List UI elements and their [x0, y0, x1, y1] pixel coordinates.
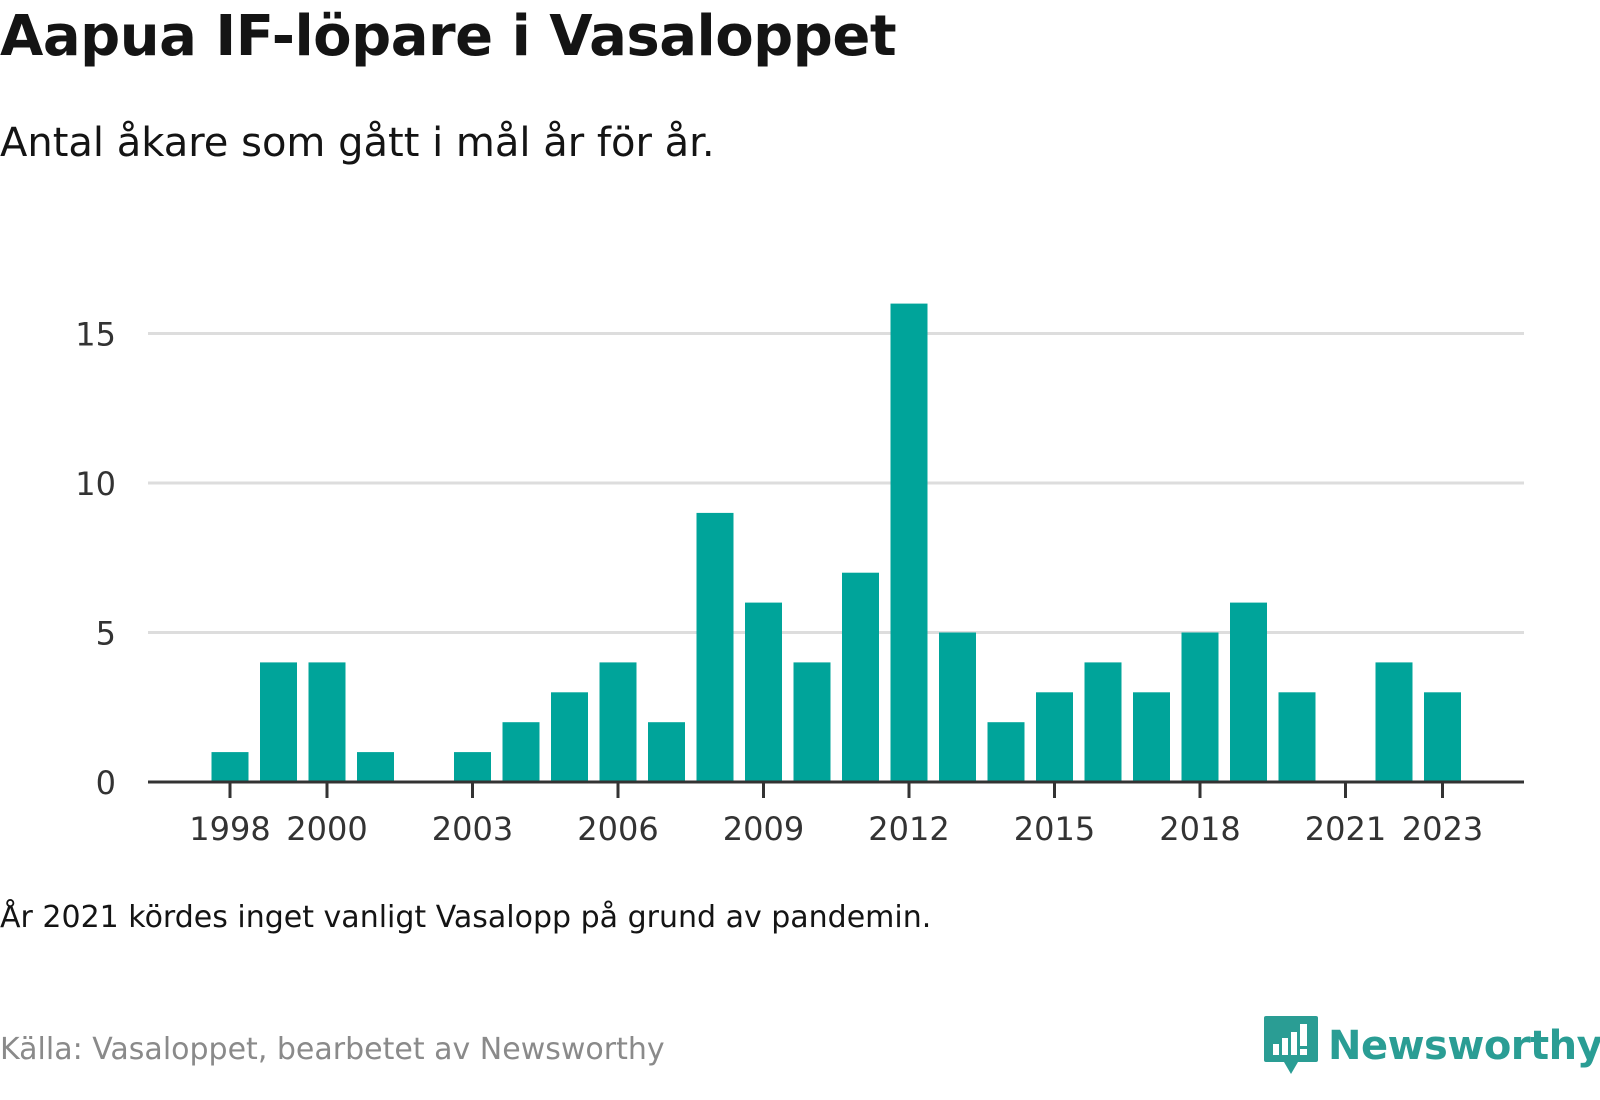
bar-2020	[1278, 692, 1316, 782]
y-tick-label-15: 15	[75, 316, 116, 354]
bar-2022	[1375, 662, 1413, 782]
chart-title: Aapua IF-löpare i Vasaloppet	[0, 4, 897, 69]
bar-1999	[260, 662, 297, 782]
footnote: År 2021 kördes inget vanligt Vasalopp på…	[0, 900, 932, 935]
bar-2004	[502, 722, 540, 782]
y-tick-label-10: 10	[75, 465, 116, 503]
bar-2010	[793, 662, 831, 782]
x-tick-labels: 1998 2000 2003 2006 2009 2012 2015 2018 2021 2023	[189, 810, 1483, 848]
bar-2014	[987, 722, 1025, 782]
bar-2012	[890, 303, 928, 782]
y-tick-label-0: 0	[96, 764, 116, 802]
bar-chart: 0 5 10 15 1998 2000 2003 2006 2009 2012 2015 2018 2…	[75, 303, 1524, 848]
logo-wordmark: Newsworthy	[1328, 1023, 1600, 1069]
x-tick-label-2000: 2000	[286, 810, 367, 848]
grid-lines	[148, 332, 1524, 634]
bar-2008	[696, 512, 734, 782]
bar-2003	[454, 752, 491, 782]
bars	[211, 303, 1461, 782]
x-axis	[148, 780, 1524, 798]
x-tick-label-1998: 1998	[189, 810, 270, 848]
x-tick-label-2009: 2009	[723, 810, 804, 848]
x-tick-label-2003: 2003	[432, 810, 513, 848]
bar-2015	[1036, 692, 1073, 782]
bar-chart-speech-bubble-icon	[1264, 1016, 1318, 1074]
x-tick-label-2015: 2015	[1014, 810, 1095, 848]
bar-2006	[599, 662, 637, 782]
chart-subtitle: Antal åkare som gått i mål år för år.	[0, 120, 715, 166]
x-tick-label-2018: 2018	[1159, 810, 1240, 848]
bar-2016	[1084, 662, 1122, 782]
x-tick-label-2012: 2012	[868, 810, 949, 848]
bar-2018	[1181, 632, 1219, 782]
bar-2009	[745, 602, 782, 782]
bar-2013	[939, 632, 976, 782]
y-tick-label-5: 5	[96, 615, 116, 653]
bar-2000	[308, 662, 346, 782]
newsworthy-logo: Newsworthy	[1262, 1014, 1600, 1078]
x-tick-label-2023: 2023	[1402, 810, 1483, 848]
y-tick-labels: 0 5 10 15	[75, 316, 116, 803]
bar-2023	[1424, 692, 1461, 782]
bar-2007	[648, 722, 685, 782]
bar-2017	[1133, 692, 1170, 782]
bar-2005	[551, 692, 588, 782]
bar-2001	[357, 752, 394, 782]
bar-1998	[211, 752, 249, 782]
x-tick-label-2006: 2006	[577, 810, 658, 848]
x-tick-label-2021: 2021	[1305, 810, 1386, 848]
bar-2011	[842, 572, 879, 782]
bar-2019	[1230, 602, 1267, 782]
source-credit: Källa: Vasaloppet, bearbetet av Newswort…	[0, 1032, 665, 1067]
